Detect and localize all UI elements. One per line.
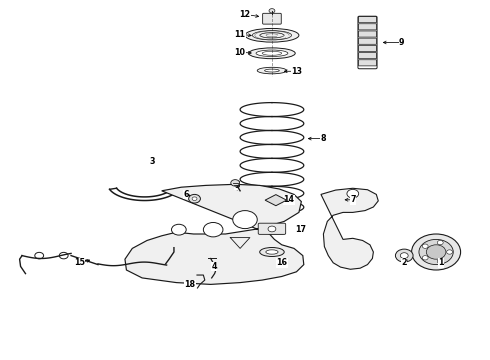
Text: 18: 18 <box>185 280 196 289</box>
FancyBboxPatch shape <box>359 45 377 51</box>
Circle shape <box>268 226 276 232</box>
FancyBboxPatch shape <box>263 13 281 24</box>
Circle shape <box>412 234 461 270</box>
Text: 4: 4 <box>211 262 217 271</box>
Circle shape <box>192 197 197 201</box>
Ellipse shape <box>256 50 288 57</box>
Circle shape <box>347 189 359 198</box>
Circle shape <box>437 240 443 245</box>
Circle shape <box>203 222 223 237</box>
Text: 15: 15 <box>74 258 85 267</box>
Text: 13: 13 <box>291 67 302 76</box>
Text: 11: 11 <box>235 30 245 39</box>
FancyBboxPatch shape <box>260 225 284 234</box>
FancyBboxPatch shape <box>359 17 377 23</box>
FancyBboxPatch shape <box>359 24 377 30</box>
Polygon shape <box>321 188 378 269</box>
Circle shape <box>437 259 443 264</box>
Circle shape <box>59 252 68 259</box>
Text: 10: 10 <box>235 48 245 57</box>
Ellipse shape <box>257 67 287 74</box>
Text: 2: 2 <box>401 258 407 267</box>
Text: 3: 3 <box>149 157 155 166</box>
FancyBboxPatch shape <box>359 60 377 66</box>
Circle shape <box>269 9 275 13</box>
Text: 17: 17 <box>295 225 306 234</box>
Text: 14: 14 <box>284 195 294 204</box>
Circle shape <box>231 180 240 186</box>
Circle shape <box>395 249 413 262</box>
Ellipse shape <box>260 248 284 256</box>
Ellipse shape <box>265 69 279 72</box>
Text: 7: 7 <box>350 195 356 204</box>
Polygon shape <box>125 184 304 284</box>
Circle shape <box>400 253 408 258</box>
Ellipse shape <box>266 250 278 254</box>
Circle shape <box>172 224 186 235</box>
Polygon shape <box>265 195 287 206</box>
Circle shape <box>189 194 200 203</box>
Circle shape <box>35 252 44 259</box>
Text: 16: 16 <box>276 258 287 267</box>
Circle shape <box>233 211 257 229</box>
Circle shape <box>422 244 428 248</box>
Circle shape <box>447 250 453 254</box>
Circle shape <box>419 239 453 265</box>
FancyBboxPatch shape <box>359 31 377 37</box>
FancyBboxPatch shape <box>359 38 377 44</box>
Text: 9: 9 <box>399 38 405 47</box>
Text: 12: 12 <box>240 10 250 19</box>
Circle shape <box>197 276 204 282</box>
Circle shape <box>422 256 428 260</box>
Ellipse shape <box>245 28 299 42</box>
Text: 6: 6 <box>183 190 189 199</box>
FancyBboxPatch shape <box>258 223 286 234</box>
Ellipse shape <box>249 48 295 59</box>
FancyBboxPatch shape <box>359 53 377 59</box>
Text: 5: 5 <box>234 181 240 190</box>
Circle shape <box>426 245 446 259</box>
Text: 8: 8 <box>320 134 326 143</box>
Text: 1: 1 <box>438 258 444 267</box>
